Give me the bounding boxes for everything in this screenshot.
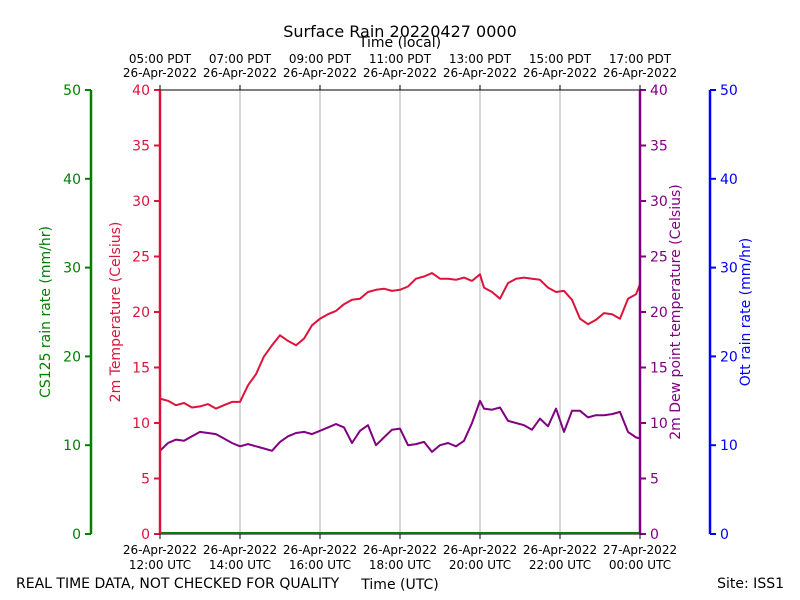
quality-disclaimer: REAL TIME DATA, NOT CHECKED FOR QUALITY [16,576,340,592]
axis-label-temp: 2m Temperature (Celsius) [108,222,124,403]
top-tick-date: 26-Apr-2022 [123,66,197,80]
bottom-tick-time: 18:00 UTC [369,558,431,572]
tick-label-ott: 40 [720,172,738,188]
tick-label-temp: 25 [132,250,150,266]
tick-label-cs125: 0 [72,527,81,543]
bottom-axis-label: Time (UTC) [360,577,438,593]
axis-temp: 0 5 10 15 20 25 30 35 40 2m Temperature (Celsius) [108,83,162,543]
tick-label-ott: 20 [720,349,738,365]
bottom-tick-time: 00:00 UTC [609,558,671,572]
bottom-tick-time: 22:00 UTC [529,558,591,572]
tick-label-dew: 0 [650,527,659,543]
tick-label-cs125: 20 [63,349,81,365]
top-tick-date: 26-Apr-2022 [523,66,597,80]
bottom-tick-date: 26-Apr-2022 [203,543,277,557]
chart-title: Surface Rain 20220427 0000 [283,22,517,41]
top-tick-date: 26-Apr-2022 [603,66,677,80]
bottom-tick-time: 14:00 UTC [209,558,271,572]
tick-label-dew: 15 [650,361,668,377]
top-tick-date: 26-Apr-2022 [283,66,357,80]
tick-label-temp: 0 [141,527,150,543]
tick-label-ott: 30 [720,261,738,277]
tick-label-cs125: 30 [63,261,81,277]
bottom-tick-date: 26-Apr-2022 [443,543,517,557]
tick-label-temp: 15 [132,361,150,377]
tick-label-cs125: 40 [63,172,81,188]
tick-label-dew: 35 [650,139,668,155]
top-tick-time: 13:00 PDT [449,52,512,66]
tick-label-dew: 20 [650,305,668,321]
bottom-tick-date: 27-Apr-2022 [603,543,677,557]
tick-label-temp: 35 [132,139,150,155]
tick-label-dew: 10 [650,416,668,432]
bottom-tick-date: 26-Apr-2022 [363,543,437,557]
axis-label-cs125: CS125 rain rate (mm/hr) [38,226,54,398]
bottom-tick-date: 26-Apr-2022 [283,543,357,557]
axis-cs125: 0 10 20 30 40 50 CS125 rain rate (mm/hr) [38,83,93,543]
axis-dew: 0 5 10 15 20 25 30 35 40 2m Dew point temperature… [638,83,684,543]
tick-label-temp: 20 [132,305,150,321]
top-tick-time: 11:00 PDT [369,52,432,66]
top-tick-time: 05:00 PDT [129,52,192,66]
top-tick-time: 09:00 PDT [289,52,352,66]
top-tick-time: 17:00 PDT [609,52,672,66]
site-label: Site: ISS1 [717,576,784,592]
bottom-tick-time: 12:00 UTC [129,558,191,572]
bottom-tick-date: 26-Apr-2022 [123,543,197,557]
series-line-dew [159,399,641,453]
tick-label-ott: 50 [720,83,738,99]
tick-label-cs125: 10 [63,438,81,454]
grid-layer [239,90,561,534]
tick-label-ott: 0 [720,527,729,543]
axis-label-dew: 2m Dew point temperature (Celsius) [668,184,684,439]
series-line-temp [159,272,641,410]
series-layer [159,272,641,453]
bottom-tick-date: 26-Apr-2022 [523,543,597,557]
tick-label-ott: 10 [720,438,738,454]
top-tick-time: 15:00 PDT [529,52,592,66]
top-tick-date: 26-Apr-2022 [203,66,277,80]
top-tick-date: 26-Apr-2022 [443,66,517,80]
bottom-tick-time: 16:00 UTC [289,558,351,572]
bottom-tick-time: 20:00 UTC [449,558,511,572]
tick-label-dew: 40 [650,83,668,99]
top-tick-date: 26-Apr-2022 [363,66,437,80]
tick-label-temp: 30 [132,194,150,210]
tick-label-dew: 5 [650,472,659,488]
tick-label-temp: 5 [141,472,150,488]
tick-label-temp: 40 [132,83,150,99]
tick-label-temp: 10 [132,416,150,432]
axis-ott: 0 10 20 30 40 50 Ott rain rate (mm/hr) [708,83,754,543]
tick-label-cs125: 50 [63,83,81,99]
tick-label-dew: 25 [650,250,668,266]
top-tick-time: 07:00 PDT [209,52,272,66]
top-axis-label: Time (local) [358,35,441,51]
tick-label-dew: 30 [650,194,668,210]
axis-label-ott: Ott rain rate (mm/hr) [738,238,754,386]
